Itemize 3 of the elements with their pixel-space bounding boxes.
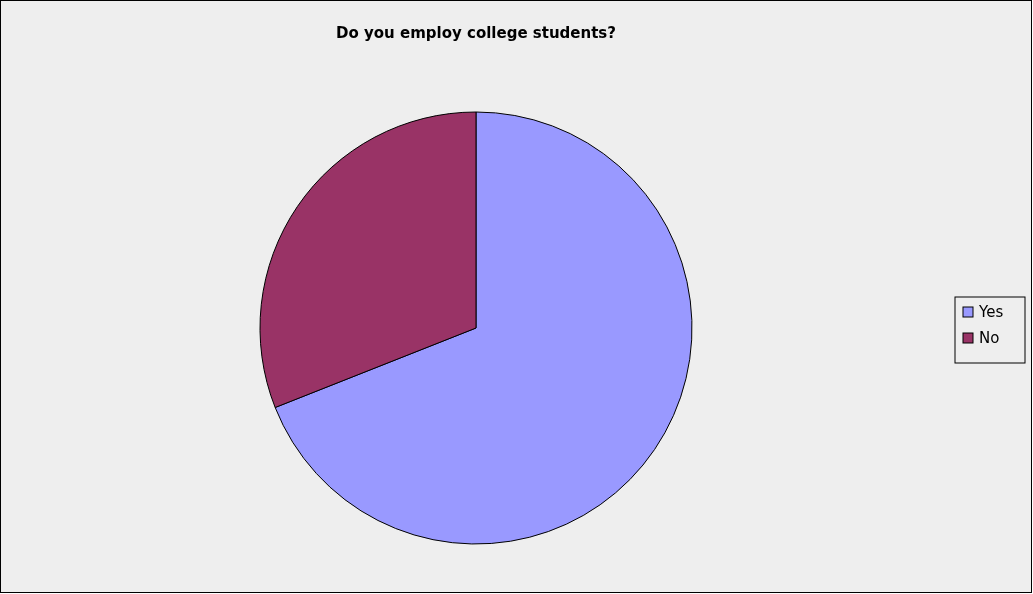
legend-label: Yes [978, 303, 1004, 321]
legend-label: No [979, 329, 1000, 347]
chart-title: Do you employ college students? [336, 24, 616, 42]
